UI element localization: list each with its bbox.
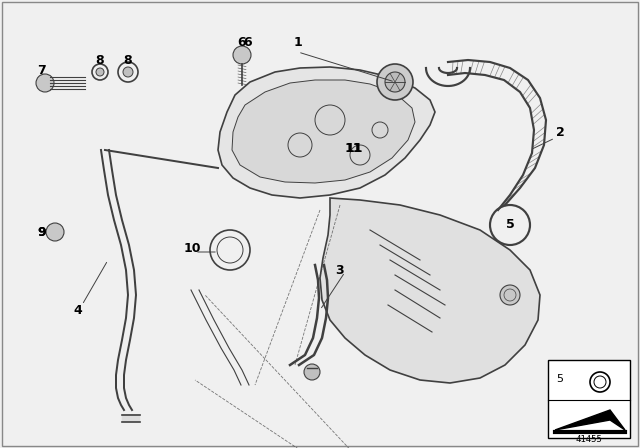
Text: 41455: 41455 xyxy=(575,435,602,444)
Text: 3: 3 xyxy=(336,263,344,276)
Polygon shape xyxy=(218,67,435,198)
Text: 8: 8 xyxy=(96,53,104,66)
Circle shape xyxy=(36,74,54,92)
Text: 7: 7 xyxy=(38,64,46,77)
Text: 9: 9 xyxy=(38,225,46,238)
Text: 1: 1 xyxy=(294,35,302,48)
Text: 11: 11 xyxy=(345,142,363,155)
Text: 5: 5 xyxy=(556,374,563,384)
FancyBboxPatch shape xyxy=(548,360,630,438)
Circle shape xyxy=(500,285,520,305)
Text: 6: 6 xyxy=(244,36,252,49)
Circle shape xyxy=(385,72,405,92)
Circle shape xyxy=(96,68,104,76)
Text: 8: 8 xyxy=(124,53,132,66)
Text: 10: 10 xyxy=(183,241,201,254)
Text: 4: 4 xyxy=(74,303,83,316)
Circle shape xyxy=(490,205,530,245)
Circle shape xyxy=(304,364,320,380)
Polygon shape xyxy=(232,80,415,183)
Polygon shape xyxy=(320,198,540,383)
Text: 9: 9 xyxy=(38,225,46,238)
Text: 6: 6 xyxy=(237,36,246,49)
Circle shape xyxy=(233,46,251,64)
Text: 2: 2 xyxy=(556,125,564,138)
Text: 5: 5 xyxy=(506,219,515,232)
Circle shape xyxy=(123,67,133,77)
Polygon shape xyxy=(555,410,625,430)
Text: 11: 11 xyxy=(344,142,362,155)
Circle shape xyxy=(46,223,64,241)
Circle shape xyxy=(377,64,413,100)
